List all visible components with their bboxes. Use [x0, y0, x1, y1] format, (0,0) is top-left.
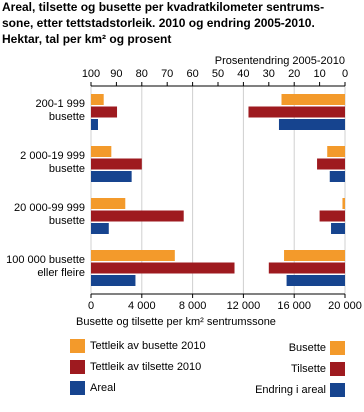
bar [91, 94, 104, 105]
y-tick-label: busette [49, 163, 85, 175]
y-tick-label: eller fleire [37, 267, 85, 279]
x-tick-label: 20 000 [328, 300, 362, 312]
x2-tick-label: 80 [136, 68, 148, 80]
bar [317, 158, 345, 170]
x2-tick-label: 90 [110, 68, 122, 80]
chart-title: Areal, tilsette og busette per kvadratki… [2, 0, 324, 14]
legend-label: Areal [90, 382, 116, 394]
bar [91, 171, 132, 182]
y-tick-label: 2 000-19 999 [20, 150, 85, 162]
x-tick-label: 0 [88, 300, 94, 312]
bar [91, 262, 235, 274]
chart-title: sone, etter tettstadstorleik. 2010 og en… [2, 16, 315, 30]
bar [342, 198, 345, 209]
bar [91, 250, 175, 261]
y-tick-label: 200-1 999 [35, 98, 85, 110]
bar [331, 223, 345, 234]
x2-tick-label: 40 [237, 68, 249, 80]
legend-label: Busette [289, 342, 326, 354]
bar [91, 198, 126, 209]
y-tick-label: busette [49, 111, 85, 123]
y-tick-label: 20 000-99 999 [14, 202, 85, 214]
bar [284, 250, 345, 261]
bar [248, 106, 345, 118]
x-tick-label: 4 000 [128, 300, 156, 312]
legend-swatch [330, 362, 345, 376]
x2-tick-label: 30 [263, 68, 275, 80]
legend-swatch [70, 381, 85, 395]
legend-label: Endring i areal [255, 384, 326, 396]
x2-axis-label: Prosentendring 2005-2010 [215, 55, 345, 67]
x2-tick-label: 20 [288, 68, 300, 80]
bar [91, 119, 98, 130]
x2-tick-label: 60 [186, 68, 198, 80]
bar [329, 171, 345, 182]
y-tick-label: busette [49, 215, 85, 227]
x2-tick-label: 0 [342, 68, 348, 80]
x2-tick-label: 70 [161, 68, 173, 80]
x-tick-label: 12 000 [227, 300, 261, 312]
legend-label: Tettleik av tilsette 2010 [90, 361, 201, 373]
bar [319, 210, 345, 222]
x2-tick-label: 50 [212, 68, 224, 80]
legend-label: Tilsette [291, 363, 326, 375]
bar [278, 119, 345, 130]
bar [91, 210, 184, 222]
bar [286, 275, 345, 286]
x-tick-label: 8 000 [179, 300, 207, 312]
bar [91, 146, 112, 157]
legend-swatch [330, 383, 345, 397]
bar [91, 158, 142, 170]
bar [91, 275, 136, 286]
bar [327, 146, 345, 157]
bar [281, 94, 345, 105]
chart-title: Hektar, tal per km² og prosent [2, 32, 171, 46]
legend-swatch [70, 360, 85, 374]
legend-label: Tettleik av busette 2010 [90, 340, 206, 352]
x2-tick-label: 100 [82, 68, 100, 80]
legend-swatch [330, 341, 345, 355]
bar [91, 223, 109, 234]
legend-swatch [70, 339, 85, 353]
y-tick-label: 100 000 busette [6, 254, 85, 266]
bar [268, 262, 345, 274]
x2-tick-label: 10 [313, 68, 325, 80]
bar [91, 106, 118, 118]
x-tick-label: 16 000 [277, 300, 311, 312]
x-axis-label: Busette og tilsette per km² sentrumssone [76, 316, 276, 328]
